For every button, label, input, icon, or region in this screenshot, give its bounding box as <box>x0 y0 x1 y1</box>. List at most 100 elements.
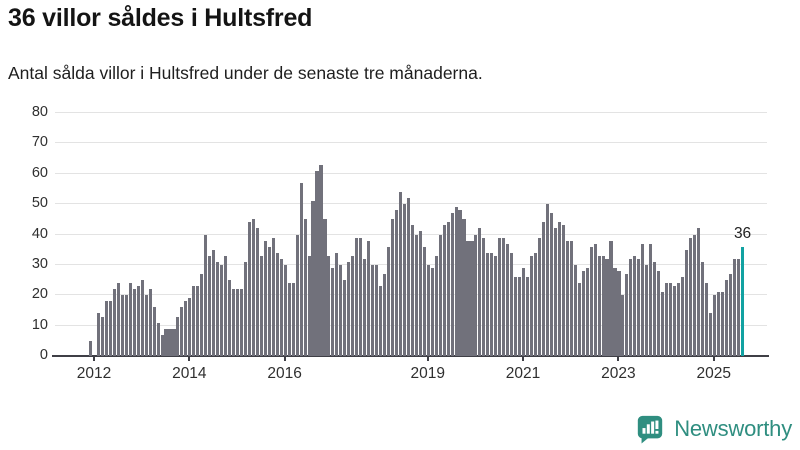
bar-2016-04 <box>295 234 299 356</box>
bar-2015-01 <box>236 289 240 356</box>
bar-2023-08 <box>645 264 649 356</box>
bar-2011-12 <box>89 340 93 356</box>
bar-2019-08 <box>454 207 458 356</box>
bar-2019-06 <box>446 222 450 356</box>
bar-2020-08 <box>502 237 506 356</box>
bar-2016-02 <box>287 283 291 356</box>
x-tick-2019 <box>426 356 429 361</box>
bar-2017-10 <box>367 240 371 356</box>
bar-2017-11 <box>371 264 375 356</box>
bar-2021-10 <box>557 222 561 356</box>
bar-2020-02 <box>478 228 482 356</box>
bar-2021-09 <box>553 228 557 356</box>
bar-2015-07 <box>259 255 263 356</box>
bar-2020-06 <box>494 255 498 356</box>
bar-2020-04 <box>486 252 490 356</box>
bar-2013-02 <box>144 295 148 356</box>
bar-2022-07 <box>593 243 597 356</box>
bar-2021-07 <box>545 204 549 356</box>
bar-2013-11 <box>180 307 184 356</box>
x-tick-label-2012: 2012 <box>76 365 112 382</box>
bar-2021-01 <box>522 267 526 356</box>
y-tick-label-80: 80 <box>31 104 48 120</box>
bar-2022-02 <box>573 264 577 356</box>
bar-2021-08 <box>549 213 553 356</box>
bar-2022-11 <box>609 240 613 356</box>
highlight-bar-2025-08 <box>740 246 744 356</box>
bar-2017-07 <box>355 237 359 356</box>
bar-2016-06 <box>303 219 307 356</box>
bar-2025-01 <box>712 295 716 356</box>
bar-2024-12 <box>708 313 712 356</box>
bar-2020-12 <box>518 277 522 356</box>
y-axis: 0 10 20 30 40 50 60 70 80 <box>0 104 48 363</box>
bar-2020-01 <box>474 234 478 356</box>
y-tick-label-10: 10 <box>31 316 48 333</box>
bar-2023-03 <box>625 273 629 356</box>
bar-2012-12 <box>136 286 140 356</box>
bar-2025-02 <box>716 292 720 356</box>
bar-2018-01 <box>379 286 383 356</box>
bar-2021-12 <box>565 240 569 356</box>
bar-2019-09 <box>458 210 462 356</box>
y-tick-label-40: 40 <box>31 225 48 242</box>
bar-2015-08 <box>263 240 267 356</box>
bar-2024-09 <box>696 228 700 356</box>
bar-2013-07 <box>164 328 168 356</box>
bar-2012-04 <box>104 301 108 356</box>
bar-2025-05 <box>728 273 732 356</box>
bar-2022-10 <box>605 258 609 356</box>
chart-subtitle: Antal sålda villor i Hultsfred under de … <box>8 63 483 83</box>
bar-2019-03 <box>434 255 438 356</box>
bar-2015-02 <box>239 289 244 356</box>
x-tick-2012 <box>92 356 95 361</box>
bar-2024-01 <box>665 283 669 356</box>
x-tick-2025 <box>712 356 715 361</box>
y-tick-label-50: 50 <box>31 195 48 212</box>
bar-2015-11 <box>275 252 279 356</box>
x-tick-2023 <box>617 356 620 361</box>
bar-2012-02 <box>96 313 101 356</box>
bar-2017-05 <box>347 261 351 356</box>
bar-2019-11 <box>466 240 470 356</box>
bar-2013-04 <box>152 307 156 356</box>
bar-2018-04 <box>390 219 395 356</box>
bar-2013-10 <box>176 316 180 356</box>
bar-2015-10 <box>271 237 275 356</box>
bar-2023-12 <box>661 292 665 356</box>
bar-2022-05 <box>585 267 589 356</box>
bar-2015-06 <box>255 228 259 356</box>
bar-2017-12 <box>375 264 379 356</box>
bar-2012-08 <box>120 295 124 356</box>
bar-2014-12 <box>232 289 236 356</box>
bar-2013-03 <box>148 289 152 356</box>
bar-2012-03 <box>100 316 104 356</box>
bar-2016-08 <box>311 201 315 356</box>
bar-2024-06 <box>684 249 689 356</box>
bar-2021-03 <box>530 255 534 356</box>
x-tick-label-2016: 2016 <box>267 365 302 382</box>
bar-2022-03 <box>577 283 581 356</box>
bar-2013-12 <box>184 301 188 356</box>
bar-2022-08 <box>597 255 601 356</box>
bar-2023-01 <box>617 270 621 356</box>
bar-2019-07 <box>450 213 454 356</box>
bar-2023-07 <box>641 243 645 356</box>
bar-2017-09 <box>363 258 367 356</box>
bar-2013-08 <box>168 328 172 356</box>
bar-2014-05 <box>204 234 208 356</box>
bar-2018-12 <box>422 246 426 356</box>
bar-2024-07 <box>688 237 693 356</box>
brand-footer: Newsworthy <box>635 414 792 444</box>
x-tick-label-2021: 2021 <box>505 365 541 382</box>
bar-2014-01 <box>188 298 192 356</box>
bar-2023-02 <box>621 295 625 356</box>
bar-2020-07 <box>498 237 502 356</box>
bar-2023-06 <box>637 258 641 356</box>
bar-2018-07 <box>402 204 406 356</box>
bar-2012-07 <box>116 283 120 356</box>
bar-2017-04 <box>343 280 347 356</box>
bar-2024-05 <box>680 277 685 356</box>
y-tick-label-70: 70 <box>31 134 48 151</box>
bar-2024-10 <box>700 261 704 356</box>
